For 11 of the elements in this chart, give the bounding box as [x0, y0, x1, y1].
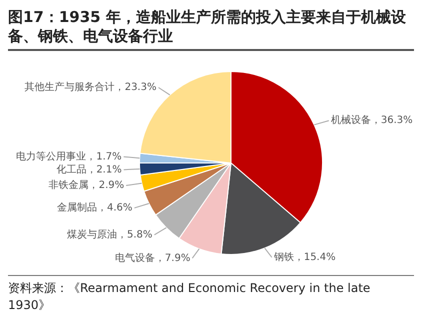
slice-label: 电气设备，7.9%	[114, 252, 190, 264]
slice-label: 化工品，2.1%	[56, 163, 122, 176]
slice-label: 煤炭与原油，5.8%	[66, 228, 152, 240]
slice-label: 金属制品，4.6%	[57, 202, 132, 214]
slice-label: 其他生产与服务合计，23.3%	[24, 81, 156, 94]
slice-label: 电力等公用事业，1.7%	[16, 150, 122, 162]
text: 资料来源：《Rearmament and Economic Recovery in the late 1930》	[8, 280, 372, 314]
slice-label: 钢铁，15.4%	[272, 250, 336, 263]
slice-label: 非铁金属，2.9%	[48, 179, 124, 192]
slice-label: 机械设备，36.3%	[330, 114, 413, 126]
chart-title: 图17：1935 年，造船业生产所需的投入主要来自于机械设备、钢铁、电气设备行业	[8, 8, 414, 51]
